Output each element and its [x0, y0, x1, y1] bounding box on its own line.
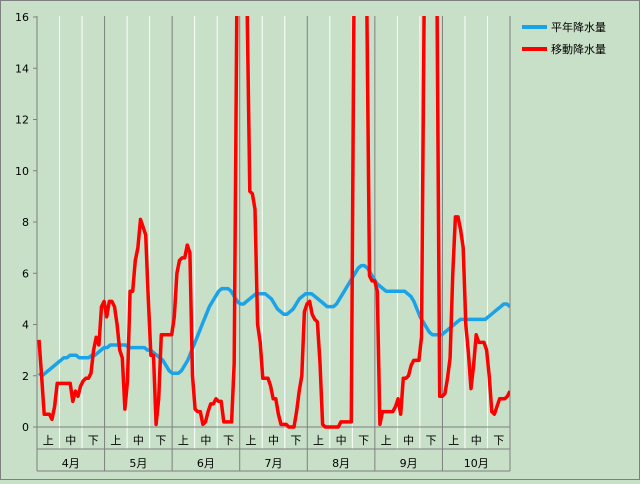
month-label: 8月 — [332, 457, 350, 470]
period-label: 中 — [336, 434, 347, 447]
series-line-moving-precipitation — [37, 16, 510, 429]
y-tick-label: 12 — [15, 114, 29, 127]
period-label: 上 — [178, 434, 189, 447]
period-label: 下 — [291, 434, 302, 447]
legend-label: 移動降水量 — [551, 42, 606, 56]
period-label: 上 — [245, 434, 256, 447]
period-label: 中 — [403, 434, 414, 447]
y-tick-label: 8 — [22, 216, 29, 229]
legend-label: 平年降水量 — [551, 20, 606, 34]
y-tick-label: 4 — [22, 319, 29, 332]
month-label: 5月 — [129, 457, 147, 470]
period-label: 下 — [426, 434, 437, 447]
period-label: 下 — [223, 434, 234, 447]
y-tick-label: 10 — [15, 165, 29, 178]
month-label: 4月 — [62, 457, 80, 470]
period-label: 上 — [110, 434, 121, 447]
period-label: 中 — [268, 434, 279, 447]
month-label: 10月 — [464, 457, 489, 470]
period-label: 上 — [381, 434, 392, 447]
y-axis: 0 2 4 6 8 10 12 14 16 — [15, 11, 37, 434]
period-label: 下 — [155, 434, 166, 447]
y-tick-label: 16 — [15, 11, 29, 24]
y-tick-label: 0 — [22, 421, 29, 434]
month-label: 7月 — [265, 457, 283, 470]
period-label: 中 — [471, 434, 482, 447]
month-label: 6月 — [197, 457, 215, 470]
period-label: 中 — [65, 434, 76, 447]
month-label: 9月 — [400, 457, 418, 470]
y-tick-label: 2 — [22, 370, 29, 383]
period-label: 中 — [200, 434, 211, 447]
series-lines — [37, 16, 510, 429]
period-label: 上 — [448, 434, 459, 447]
period-label: 下 — [88, 434, 99, 447]
x-axis: 上中下4月上中下5月上中下6月上中下7月上中下8月上中下9月上中下10月 — [43, 434, 504, 470]
period-label: 中 — [133, 434, 144, 447]
y-tick-label: 6 — [22, 267, 29, 280]
period-label: 下 — [493, 434, 504, 447]
period-label: 上 — [313, 434, 324, 447]
period-label: 下 — [358, 434, 369, 447]
period-label: 上 — [43, 434, 54, 447]
y-tick-label: 14 — [15, 62, 29, 75]
